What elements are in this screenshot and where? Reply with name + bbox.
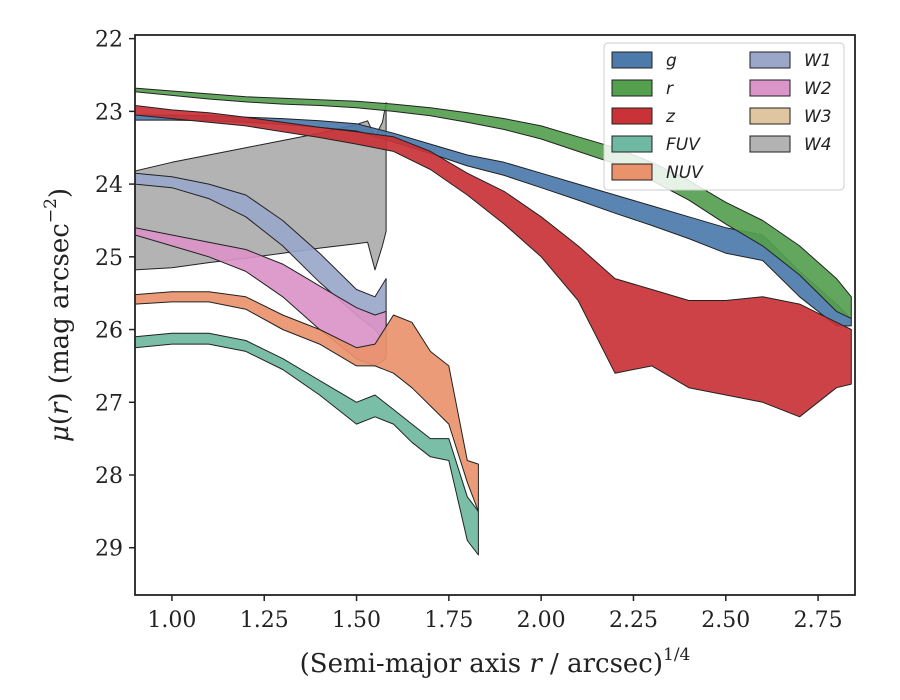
x-tick-label: 2.75 [794, 608, 843, 633]
legend-label-nuv: NUV [666, 163, 704, 183]
y-tick-label: 28 [95, 464, 123, 489]
legend-swatch-nuv [611, 163, 653, 181]
legend-swatch-w2 [749, 79, 791, 97]
legend-label-w2: W2 [804, 79, 832, 99]
band-nuv [135, 291, 479, 512]
legend-swatch-g [611, 51, 653, 69]
legend: grz FUV NUV W1 W2 W3 W4 [603, 42, 845, 191]
plot-frame [134, 34, 856, 596]
legend-swatch-r [611, 79, 653, 97]
x-axis-label: (Semi-major axis r / arcsec)1/4 [300, 645, 691, 679]
x-tick-label: 2.50 [701, 608, 750, 633]
band-z [135, 105, 852, 418]
y-axis-label: μ(r) (mag arcsec−2) [41, 188, 75, 442]
x-tick-label: 2.00 [517, 608, 566, 633]
series-layer [135, 87, 852, 556]
legend-swatch-z [611, 107, 653, 125]
x-tick-label: 1.75 [424, 608, 473, 633]
legend-label-r: r [666, 79, 674, 99]
band-g [135, 114, 852, 327]
legend-swatch-w3 [749, 107, 791, 125]
legend-label-w4: W4 [804, 135, 832, 155]
x-tick-label: 1.25 [240, 608, 289, 633]
x-tick-label: 1.00 [147, 608, 196, 633]
y-tick-label: 23 [95, 100, 123, 125]
y-tick-label: 26 [95, 319, 123, 344]
y-tick-label: 22 [95, 28, 123, 53]
legend-label-z: z [665, 107, 676, 127]
legend-swatch-w1 [749, 51, 791, 69]
x-tick-label: 1.50 [332, 608, 381, 633]
legend-label-fuv: FUV [666, 135, 701, 155]
y-tick-label: 29 [95, 537, 123, 562]
band-fuv [135, 332, 479, 556]
y-tick-label: 25 [95, 246, 123, 271]
legend-swatch-w4 [749, 135, 791, 153]
legend-label-w1: W1 [804, 51, 832, 71]
x-axis: 1.00 1.25 1.50 1.75 2.00 2.25 2.50 2.75 [147, 595, 843, 633]
y-axis: 22 23 24 25 26 27 28 29 [95, 28, 135, 562]
y-tick-label: 27 [95, 391, 123, 416]
y-tick-label: 24 [95, 173, 123, 198]
legend-label-w3: W3 [804, 107, 832, 127]
legend-label-g: g [666, 51, 677, 71]
legend-swatch-fuv [611, 135, 653, 153]
band-r [135, 87, 852, 320]
x-tick-label: 2.25 [609, 608, 658, 633]
